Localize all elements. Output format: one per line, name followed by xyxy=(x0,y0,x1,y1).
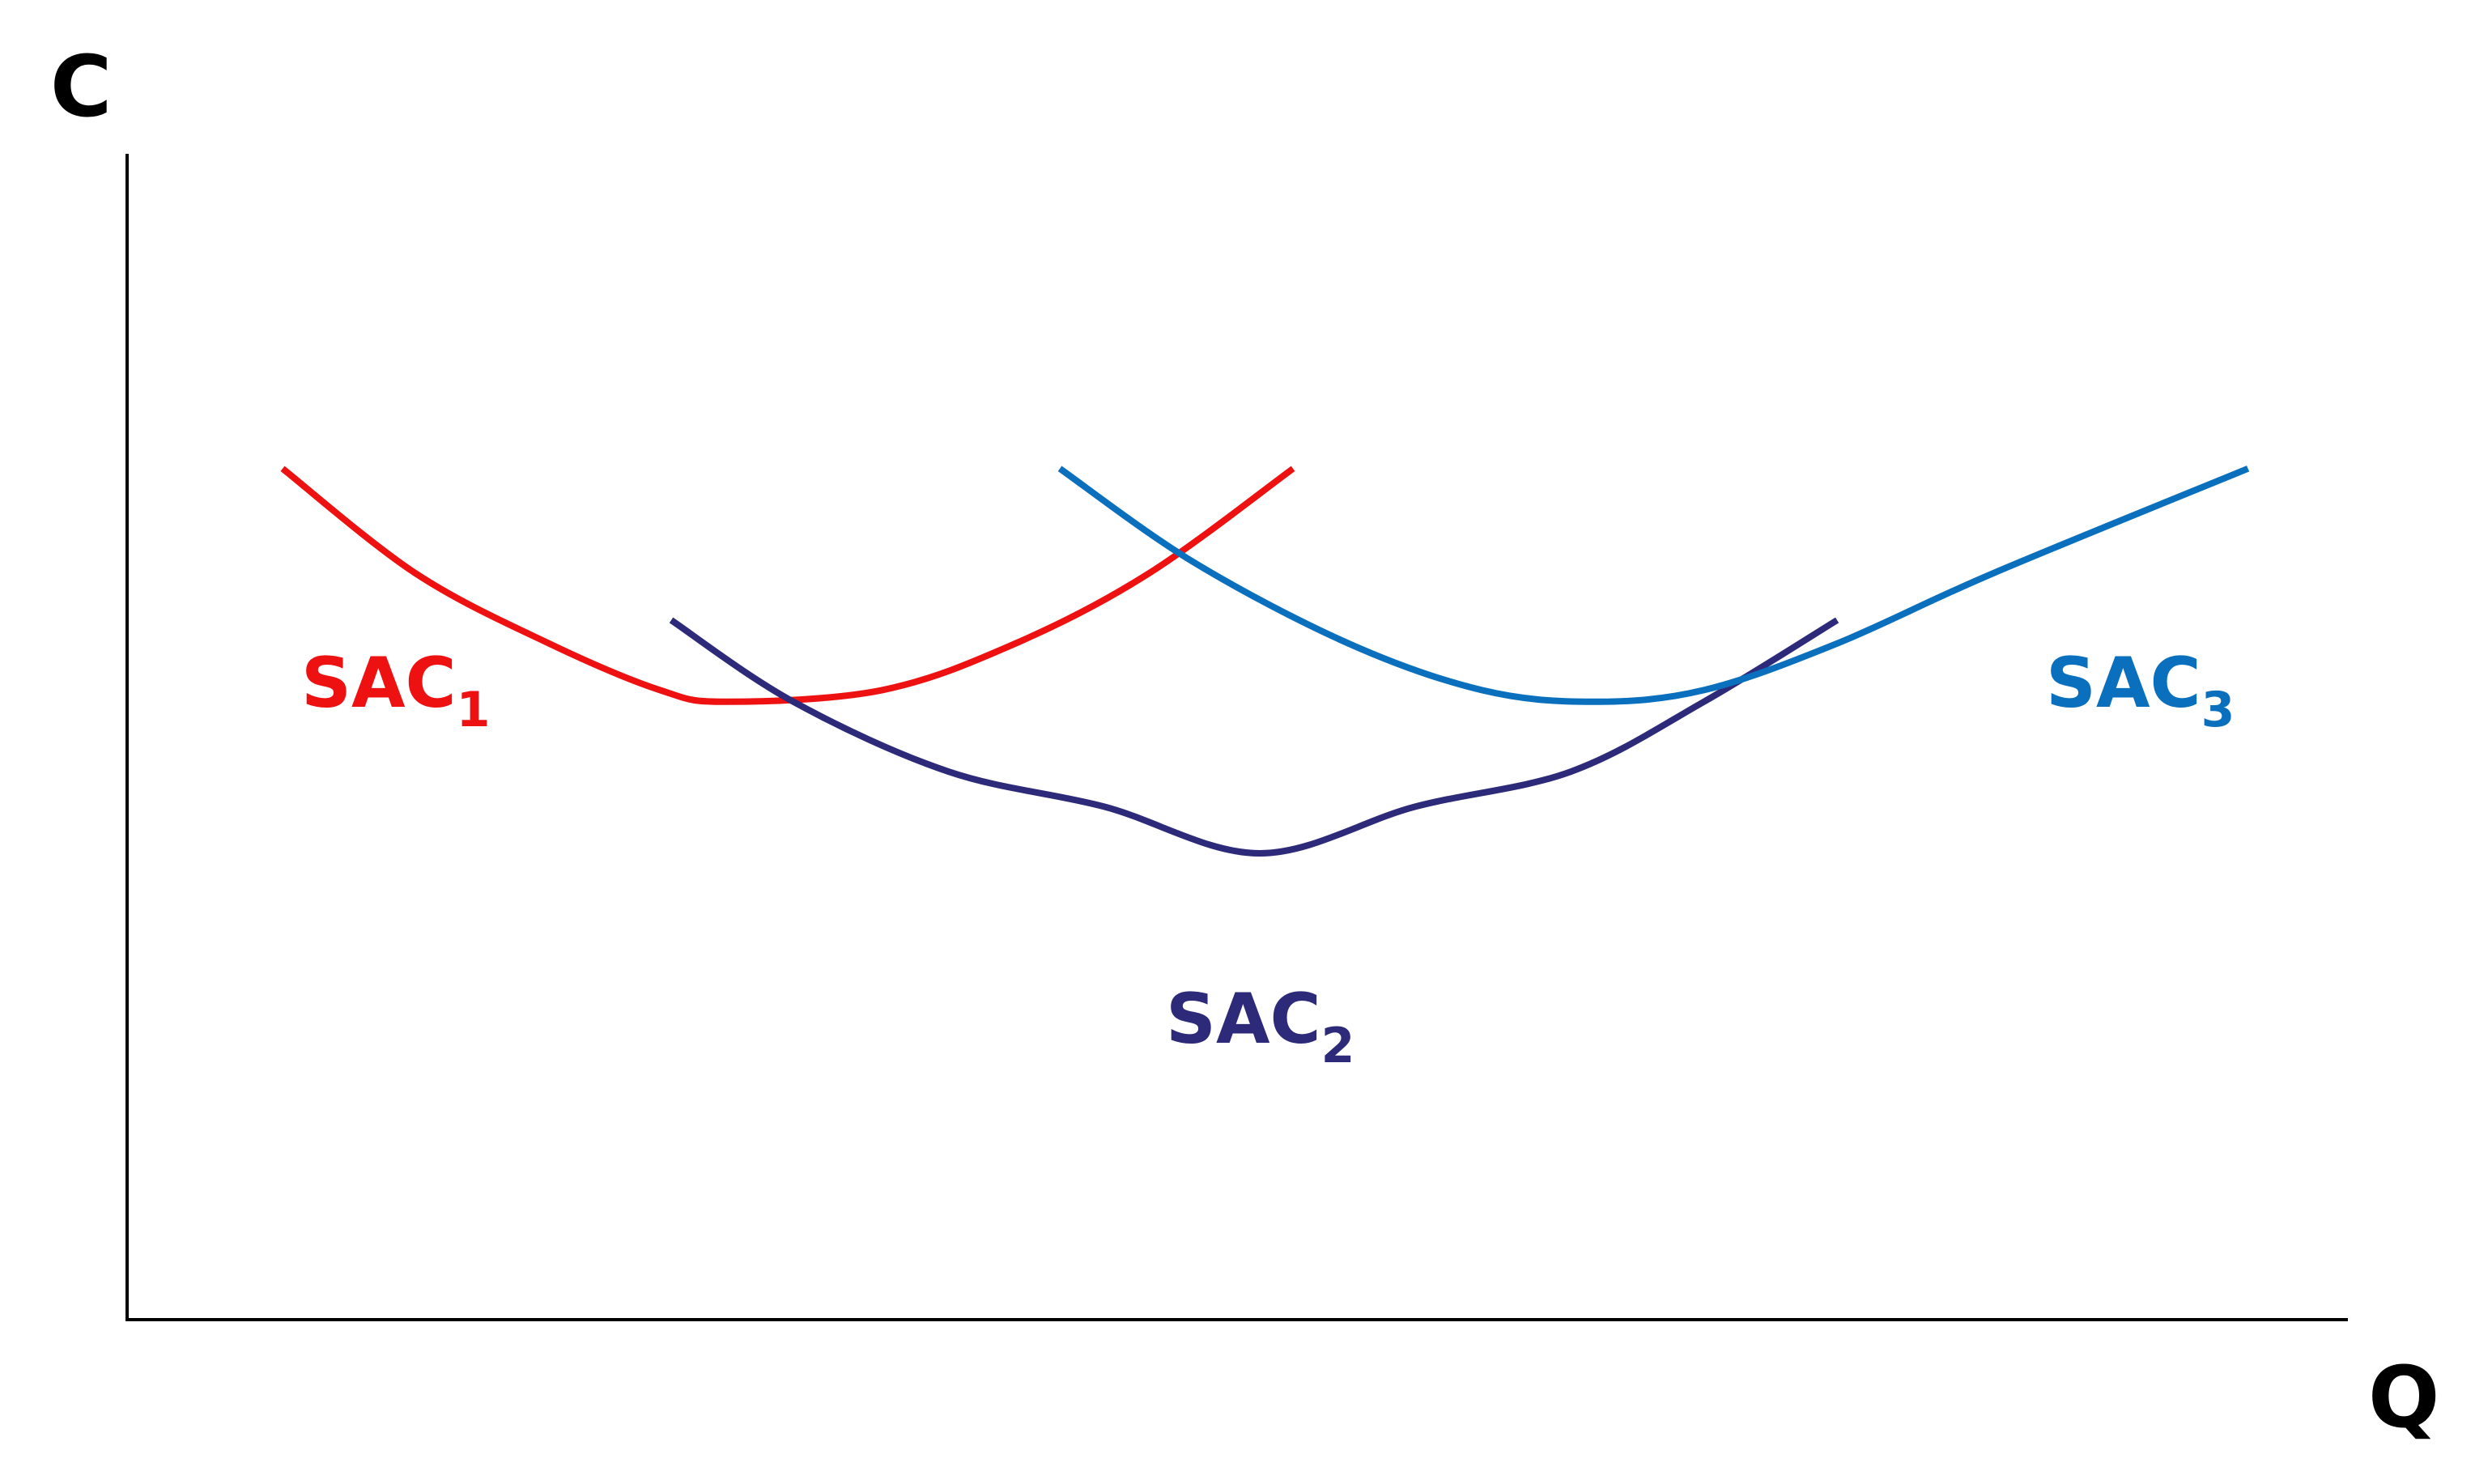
label-sac3-subscript: 3 xyxy=(2201,682,2235,738)
curve-sac3 xyxy=(1057,466,2250,705)
label-sac1-subscript: 1 xyxy=(457,682,491,738)
label-sac2: SAC2 xyxy=(1166,979,1354,1074)
label-sac2-subscript: 2 xyxy=(1321,1018,1355,1074)
y-axis-label: C xyxy=(50,37,112,136)
series-sac1: SAC1 xyxy=(280,466,1295,738)
label-sac1-main: SAC xyxy=(301,643,457,724)
series-sac3: SAC3 xyxy=(1057,466,2250,738)
curve-sac2 xyxy=(669,617,1839,857)
x-axis: Q xyxy=(125,1318,2439,1447)
label-sac2-main: SAC xyxy=(1166,979,1321,1060)
series-sac2: SAC2 xyxy=(669,617,1839,1074)
x-axis-label: Q xyxy=(2368,1348,2439,1447)
y-axis: C xyxy=(50,37,129,1320)
label-sac3-main: SAC xyxy=(2046,643,2201,724)
label-sac1: SAC1 xyxy=(301,643,490,738)
curve-sac1 xyxy=(280,466,1295,705)
label-sac3: SAC3 xyxy=(2046,643,2235,738)
